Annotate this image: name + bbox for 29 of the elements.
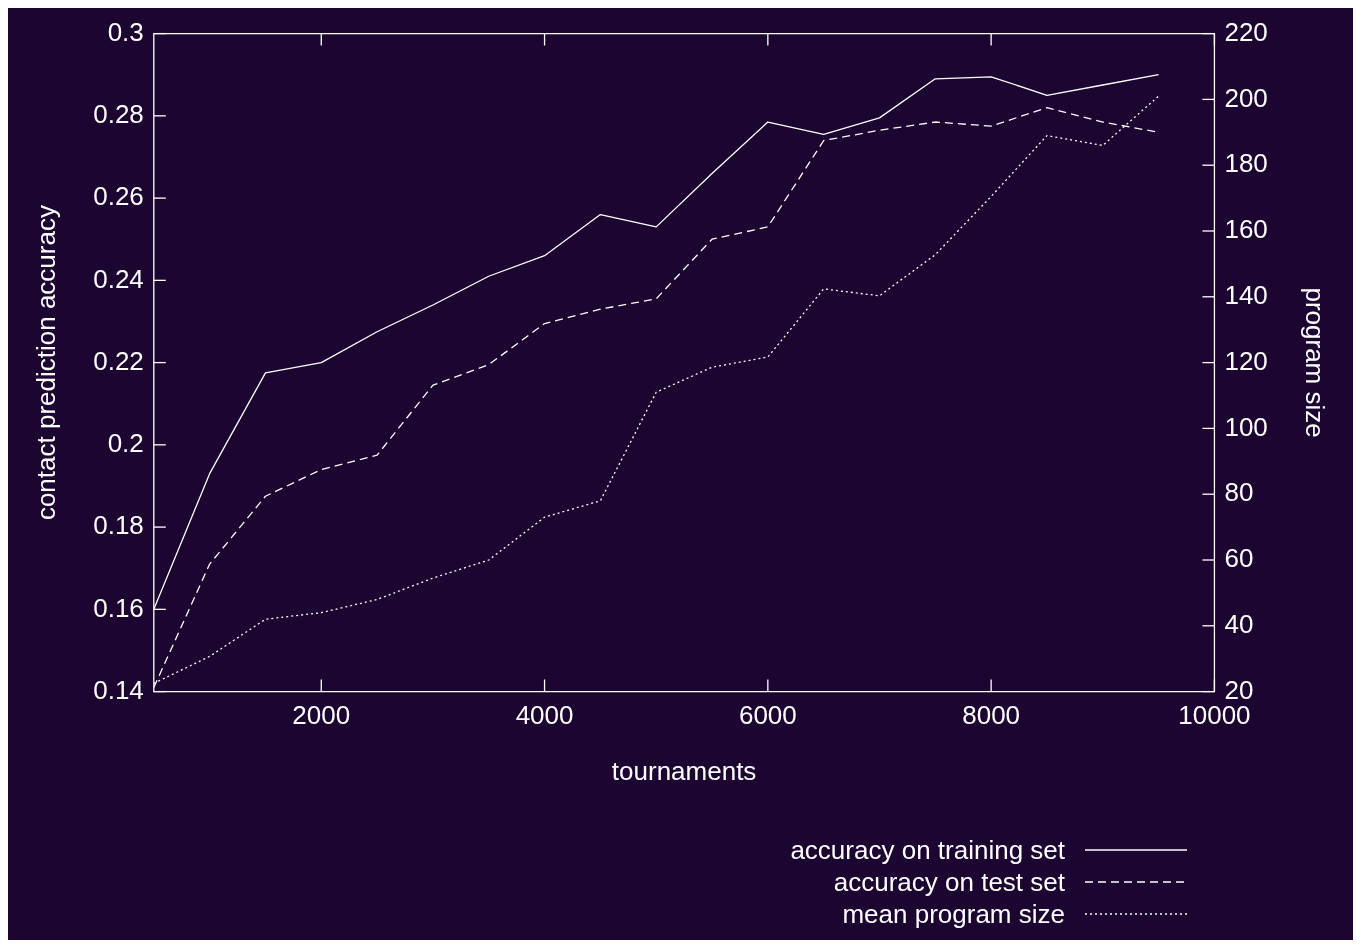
x-tick-label: 4000	[515, 700, 574, 731]
x-axis-title: tournaments	[611, 755, 757, 786]
legend-label: mean program size	[842, 898, 1065, 930]
y-tick-label: 0.26	[93, 181, 144, 212]
y2-tick-label: 220	[1224, 16, 1268, 47]
legend-label: accuracy on test set	[833, 866, 1065, 898]
x-tick-label: 2000	[292, 700, 351, 731]
y2-axis-title: program size	[1300, 287, 1331, 438]
y2-tick-label: 140	[1224, 279, 1268, 310]
x-tick-label: 6000	[738, 700, 797, 731]
y2-tick-label: 180	[1224, 148, 1268, 179]
y2-tick-label: 200	[1224, 82, 1268, 113]
y2-tick-label: 80	[1224, 477, 1254, 508]
y-tick-label: 0.16	[93, 592, 144, 623]
y-axis-title: contact prediction accuracy	[30, 205, 61, 521]
x-tick-label: 8000	[962, 700, 1021, 731]
y-tick-label: 0.28	[93, 99, 144, 130]
y-tick-label: 0.24	[93, 263, 144, 294]
y2-tick-label: 120	[1224, 345, 1268, 376]
y-tick-label: 0.2	[107, 428, 144, 459]
y2-tick-label: 160	[1224, 214, 1268, 245]
y2-tick-label: 100	[1224, 411, 1268, 442]
y2-tick-label: 60	[1224, 543, 1254, 574]
legend-label: accuracy on training set	[790, 834, 1065, 866]
y-tick-label: 0.22	[93, 345, 144, 376]
y2-tick-label: 40	[1224, 608, 1254, 639]
y-tick-label: 0.14	[93, 674, 144, 705]
y-tick-label: 0.3	[107, 16, 144, 47]
y-tick-label: 0.18	[93, 510, 144, 541]
